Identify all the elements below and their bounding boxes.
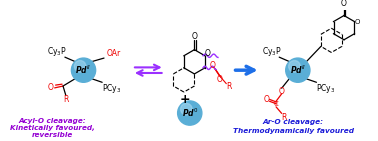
Text: +: + xyxy=(180,93,191,106)
Text: R: R xyxy=(281,113,286,122)
Text: Cy$_3$P: Cy$_3$P xyxy=(48,45,67,58)
Text: Kinetically favoured,: Kinetically favoured, xyxy=(10,125,95,131)
Text: O: O xyxy=(48,83,54,92)
Text: Pd$^0$: Pd$^0$ xyxy=(181,107,198,119)
Text: O: O xyxy=(279,87,285,96)
Text: Cy$_3$P: Cy$_3$P xyxy=(262,45,282,58)
Text: R: R xyxy=(226,82,232,91)
Circle shape xyxy=(286,58,310,82)
Text: Ar-O cleavage:: Ar-O cleavage: xyxy=(263,119,324,125)
Text: OAr: OAr xyxy=(106,49,121,58)
Text: Pd$^{II}$: Pd$^{II}$ xyxy=(76,64,91,76)
Text: O: O xyxy=(355,19,360,25)
Text: O: O xyxy=(341,0,347,8)
Text: Thermodynamically favoured: Thermodynamically favoured xyxy=(233,128,354,134)
Circle shape xyxy=(71,58,96,82)
Circle shape xyxy=(289,60,300,72)
Circle shape xyxy=(74,60,86,72)
Text: Pd$^{II}$: Pd$^{II}$ xyxy=(290,64,306,76)
Text: O: O xyxy=(264,95,270,104)
Text: reversible: reversible xyxy=(32,132,73,138)
Circle shape xyxy=(181,103,192,115)
Text: Acyl-O cleavage:: Acyl-O cleavage: xyxy=(19,117,87,124)
Text: O: O xyxy=(209,61,215,70)
Text: O: O xyxy=(205,49,211,58)
Text: R: R xyxy=(63,95,68,104)
Text: O: O xyxy=(192,32,197,41)
Text: PCy$_3$: PCy$_3$ xyxy=(102,82,121,95)
Circle shape xyxy=(178,101,202,125)
Text: O: O xyxy=(217,75,223,84)
Text: PCy$_3$: PCy$_3$ xyxy=(316,82,336,95)
Text: C: C xyxy=(274,101,279,107)
